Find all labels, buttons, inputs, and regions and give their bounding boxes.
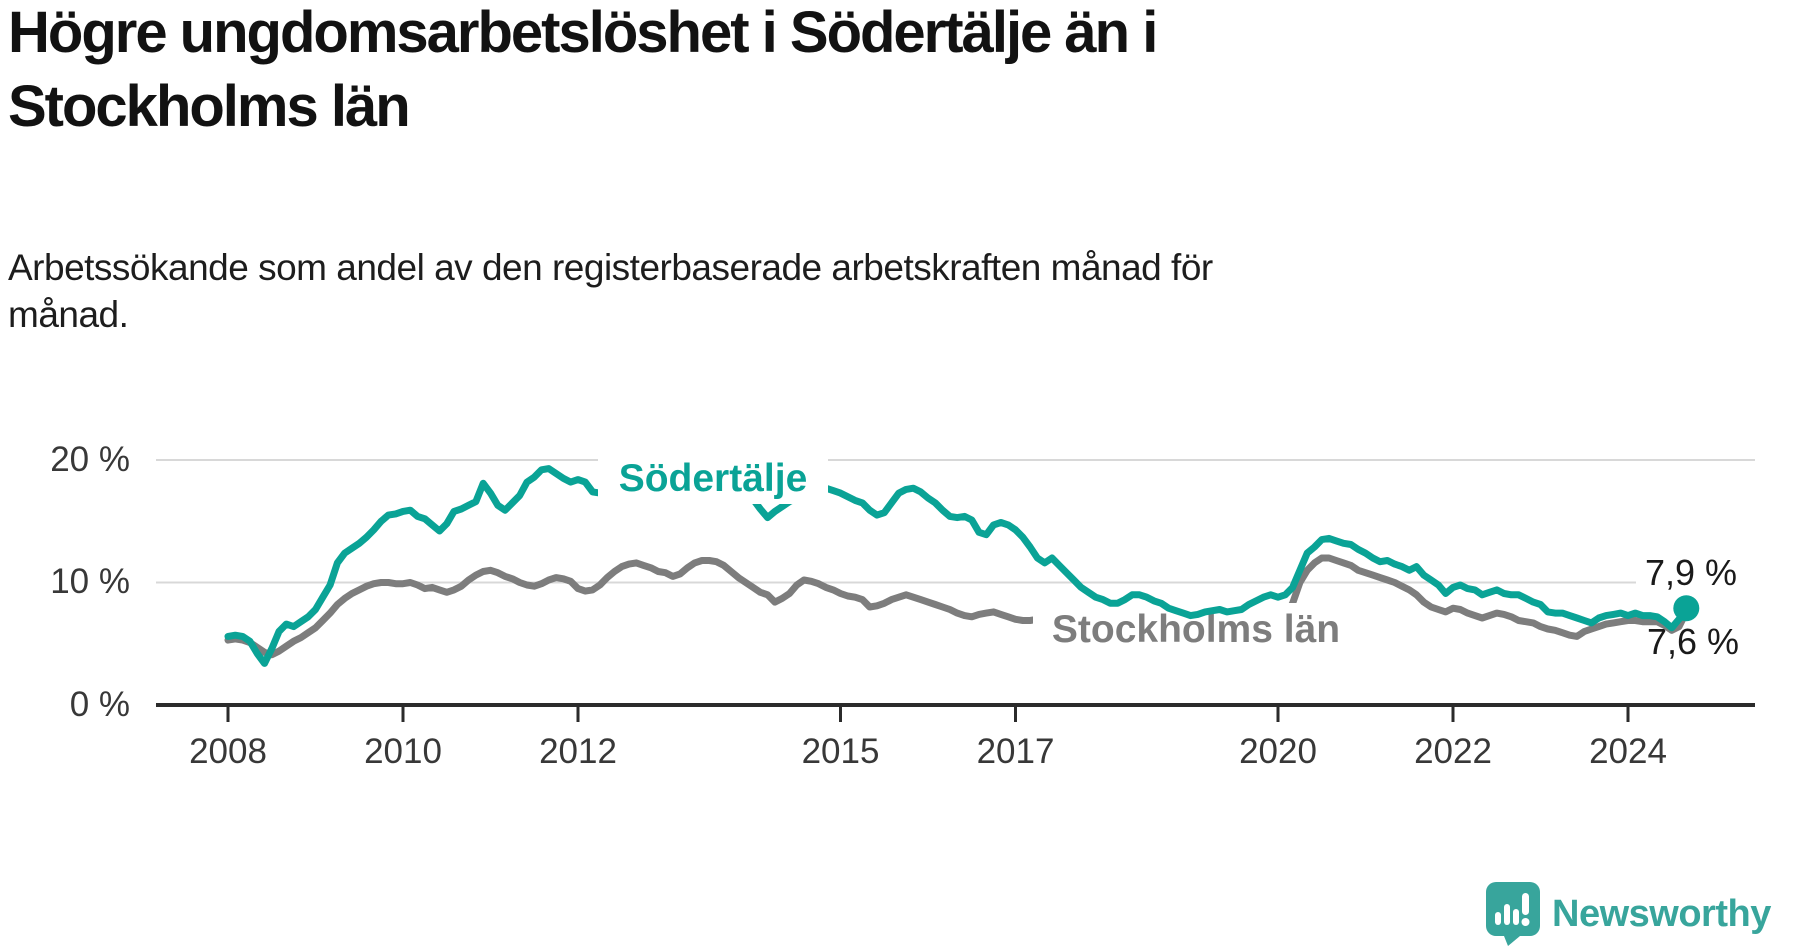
series-label-sodertalje-text: Södertälje [619, 457, 808, 500]
series-label-stockholm: Stockholms län [1033, 603, 1359, 653]
end-value-label-stockholm: 7,6 % [1638, 620, 1760, 663]
title-line-1: Högre ungdomsarbetslöshet i Södertälje ä… [8, 0, 1158, 65]
x-tick-label-2017: 2017 [976, 732, 1055, 771]
series-label-sodertalje: Södertälje [598, 451, 828, 504]
newsworthy-logo-text: Newsworthy [1552, 892, 1771, 935]
x-tick-label-2015: 2015 [801, 732, 880, 771]
line-sodertalje [224, 465, 1690, 667]
y-tick-label-0: 0 % [69, 685, 130, 724]
latest-value-dot [1673, 595, 1700, 622]
x-tick-label-2010: 2010 [364, 732, 442, 771]
newsworthy-logo-icon [1486, 882, 1540, 946]
gridlines [156, 459, 1755, 584]
subtitle-line-1: Arbetssökande som andel av den registerb… [8, 247, 1213, 288]
label-halo [598, 451, 828, 504]
x-axis [156, 703, 1755, 722]
x-axis-labels: 2008 2010 2012 2015 2017 2020 2022 2024 [0, 732, 1800, 776]
y-tick-label-10: 10 % [50, 562, 130, 601]
label-halo [1636, 551, 1758, 594]
line-stockholms-lan [224, 554, 1690, 659]
latest-value-dot-circle [1673, 595, 1700, 622]
page-title: Högre ungdomsarbetslöshet i Södertälje ä… [8, 0, 1158, 144]
x-tick-label-2012: 2012 [539, 732, 617, 771]
newsworthy-logo: Newsworthy [1486, 882, 1771, 946]
end-value-label-sodertalje: 7,9 % [1636, 551, 1758, 594]
x-tick-label-2008: 2008 [189, 732, 267, 771]
x-tick-label-2024: 2024 [1589, 732, 1667, 771]
end-value-text-sodertalje: 7,9 % [1645, 552, 1737, 593]
x-tick-label-2020: 2020 [1239, 732, 1317, 771]
label-halo [1638, 620, 1760, 663]
title-line-2: Stockholms län [8, 74, 411, 139]
chart-subtitle: Arbetssökande som andel av den registerb… [8, 244, 1213, 338]
polyline-södertälje [224, 465, 1690, 667]
y-tick-label-20: 20 % [50, 440, 130, 479]
x-tick-label-2022: 2022 [1414, 732, 1492, 771]
subtitle-line-2: månad. [8, 294, 129, 335]
polyline-stockholms-län [224, 554, 1690, 659]
